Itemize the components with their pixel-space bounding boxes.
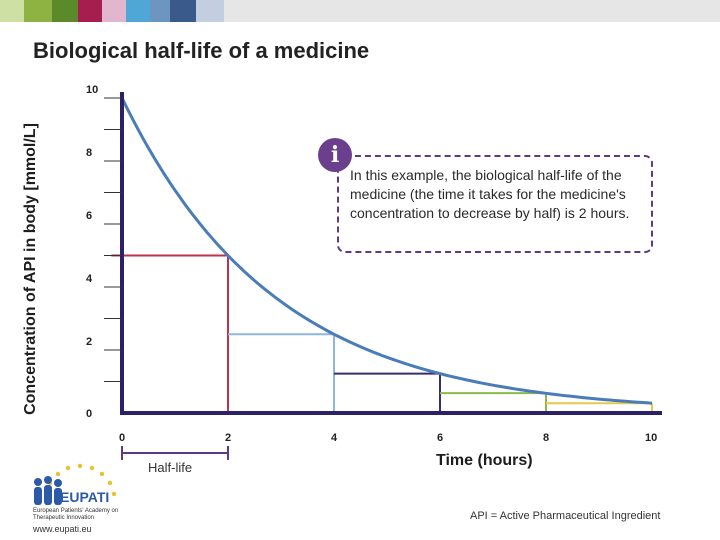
- slide-title: Biological half-life of a medicine: [33, 38, 370, 63]
- top-band-block: [196, 0, 224, 22]
- top-band-block: [52, 0, 78, 22]
- top-band-block: [78, 0, 102, 22]
- x-tick-label: 6: [437, 432, 443, 444]
- half-life-label: Half-life: [148, 460, 193, 475]
- x-tick-label: 8: [543, 432, 549, 444]
- y-axis-label: Concentration of API in body [mmol/L]: [22, 123, 39, 415]
- x-tick-label: 0: [119, 432, 125, 444]
- decay-curve: [120, 97, 653, 405]
- x-tick-label: 10: [645, 432, 657, 444]
- top-band-block: [102, 0, 126, 22]
- info-callout: In this example, the biological half-lif…: [337, 155, 653, 253]
- top-band-fill: [224, 0, 720, 22]
- y-tick-label: 8: [86, 147, 92, 159]
- top-band-block: [126, 0, 150, 22]
- info-icon: i: [318, 138, 352, 172]
- footnote: API = Active Pharmaceutical Ingredient: [470, 510, 661, 522]
- top-band-block: [24, 0, 52, 22]
- x-tick-label: 4: [331, 432, 338, 444]
- top-band-block: [150, 0, 170, 22]
- top-color-band: [0, 0, 720, 22]
- logo-subtitle: European Patients' Academy on Therapeuti…: [33, 508, 119, 521]
- info-text: In this example, the biological half-lif…: [350, 167, 630, 221]
- eupati-logo-icon: [34, 463, 117, 505]
- y-tick-label: 2: [86, 336, 92, 348]
- y-tick-label: 0: [86, 408, 92, 420]
- top-band-block: [0, 0, 24, 22]
- logo-wordmark: EUPATI: [60, 489, 110, 505]
- y-tick-label: 4: [86, 273, 93, 285]
- logo-url: www.eupati.eu: [33, 524, 92, 534]
- y-tick-label: 6: [86, 210, 92, 222]
- y-tick-label: 10: [86, 84, 98, 96]
- x-axis-label: Time (hours): [436, 452, 533, 469]
- x-tick-label: 2: [225, 432, 231, 444]
- top-band-block: [170, 0, 196, 22]
